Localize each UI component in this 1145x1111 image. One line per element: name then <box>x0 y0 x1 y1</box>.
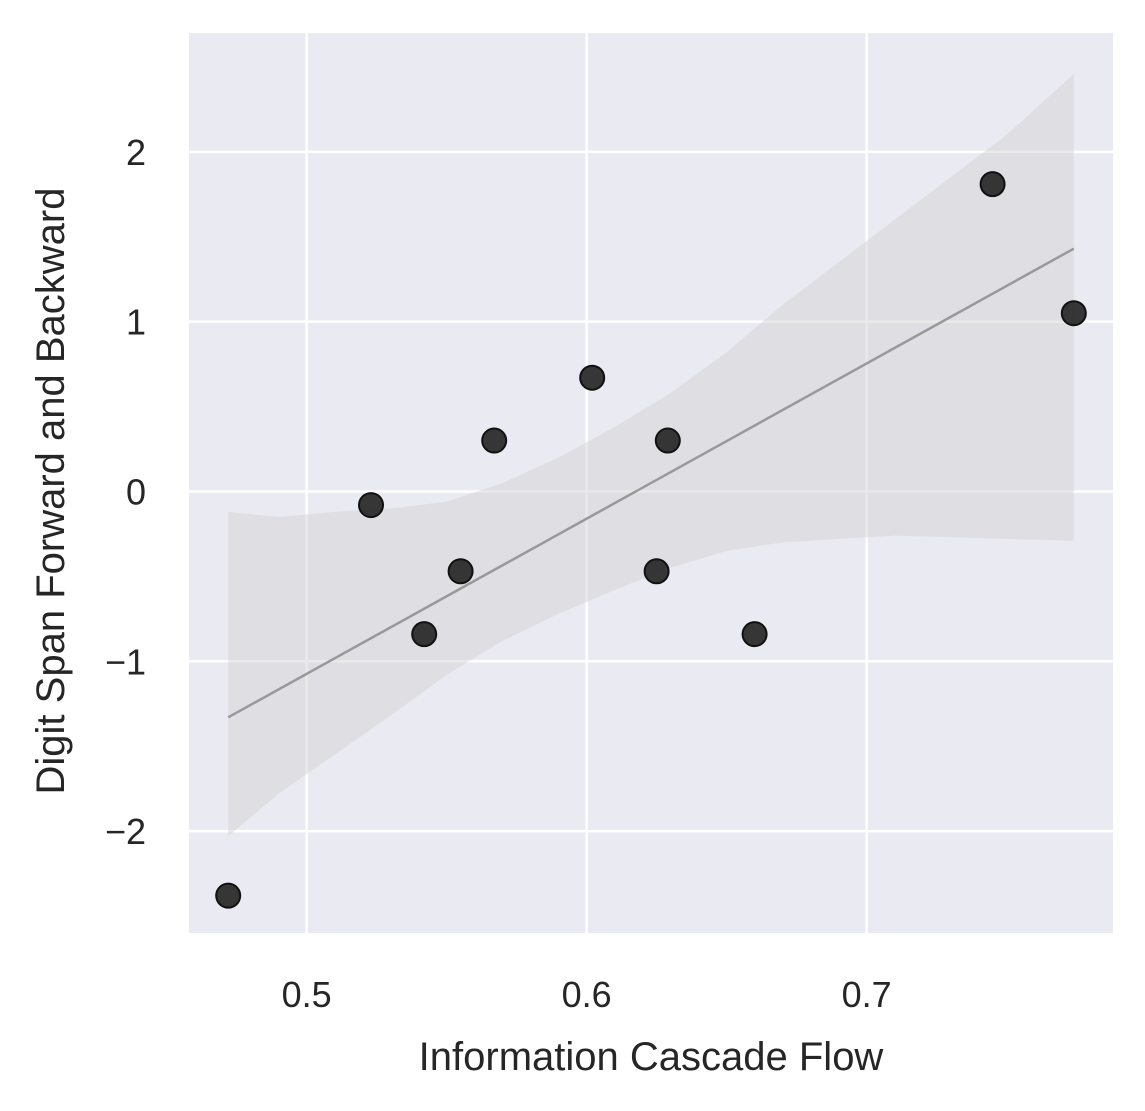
x-tick-label: 0.7 <box>842 974 892 1015</box>
data-point <box>447 558 474 585</box>
data-point <box>741 621 768 648</box>
data-point <box>579 364 606 391</box>
data-point <box>215 882 242 909</box>
data-point <box>979 171 1006 198</box>
regression-line <box>227 247 1075 719</box>
y-tick-label: 2 <box>126 132 146 173</box>
data-point <box>643 558 670 585</box>
y-tick-label: 0 <box>126 471 146 512</box>
x-tick-label: 0.6 <box>562 974 612 1015</box>
y-axis-label: Digit Span Forward and Backward <box>29 188 73 795</box>
x-tick-label: 0.5 <box>282 974 332 1015</box>
data-point <box>1060 300 1087 327</box>
y-tick-label: −2 <box>105 811 146 852</box>
data-points <box>215 171 1087 909</box>
y-tick-label: 1 <box>126 302 146 343</box>
x-tick-labels: 0.5 0.6 0.7 <box>282 974 892 1015</box>
x-axis-label: Information Cascade Flow <box>419 1035 884 1079</box>
data-point <box>481 427 508 454</box>
confidence-band <box>228 73 1074 837</box>
data-point <box>358 492 384 519</box>
y-tick-labels: −2 −1 0 1 2 <box>105 132 146 852</box>
data-point <box>411 621 438 648</box>
data-point <box>654 427 681 454</box>
y-tick-label: −1 <box>105 641 146 682</box>
